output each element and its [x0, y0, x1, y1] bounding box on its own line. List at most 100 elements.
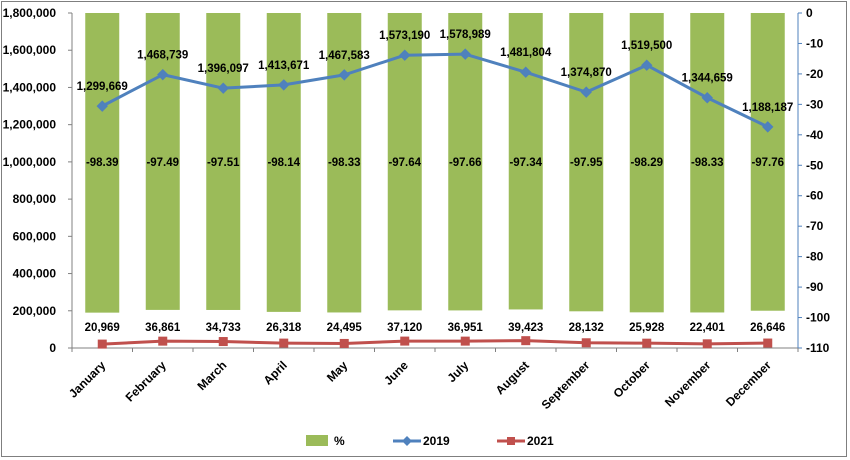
bar-value-label: -98.29 — [630, 157, 663, 169]
series-2019-marker — [96, 100, 108, 112]
bar-value-label: -98.33 — [691, 157, 724, 169]
series-2019-data-label: 1,188,187 — [742, 102, 793, 114]
right-tick-label: -50 — [806, 158, 824, 172]
bar-pct — [206, 13, 241, 310]
left-tick-label: 1,800,000 — [3, 6, 57, 20]
bar-value-label: -97.49 — [146, 157, 179, 169]
series-2021-data-label: 39,423 — [508, 322, 543, 334]
bar-value-label: -97.76 — [751, 157, 784, 169]
x-category-label: May — [324, 358, 351, 385]
series-2021-data-label: 36,861 — [145, 322, 181, 334]
x-category-label: April — [261, 358, 290, 387]
series-2019-marker — [217, 82, 229, 94]
series-2021-data-label: 22,401 — [690, 322, 726, 334]
bar-pct — [266, 13, 301, 312]
series-2021-marker — [581, 338, 591, 348]
bar-value-label: -97.66 — [449, 157, 482, 169]
series-2021-marker — [400, 336, 410, 346]
left-tick-label: 0 — [49, 341, 56, 355]
series-2021-data-label: 20,969 — [85, 322, 120, 334]
right-tick-label: -100 — [806, 311, 830, 325]
series-2019-marker — [762, 121, 774, 133]
series-2021-data-label: 26,646 — [750, 322, 785, 334]
series-2021-marker — [763, 338, 773, 348]
series-2019-data-label: 1,481,804 — [500, 47, 552, 59]
series-2019-data-label: 1,467,583 — [319, 50, 370, 62]
left-tick-label: 600,000 — [13, 229, 57, 243]
bar-value-label: -98.39 — [86, 157, 119, 169]
left-tick-label: 1,200,000 — [3, 118, 57, 132]
x-category-label: December — [723, 358, 774, 409]
series-2019-marker — [701, 92, 713, 104]
bar-pct — [750, 13, 785, 311]
x-category-label: August — [493, 358, 532, 397]
series-2019-marker — [157, 68, 169, 81]
series-2021-data-label: 37,120 — [387, 322, 422, 334]
left-tick-label: 800,000 — [13, 192, 57, 206]
series-2021-data-label: 28,132 — [569, 322, 604, 334]
series-2019-marker — [338, 69, 350, 81]
series-2019-marker — [641, 59, 653, 71]
series-2021-marker — [218, 337, 228, 347]
left-tick-label: 1,400,000 — [3, 80, 57, 94]
series-2019-data-label: 1,413,671 — [258, 60, 310, 72]
series-2019-data-label: 1,573,190 — [379, 30, 430, 42]
series-2019-data-label: 1,344,659 — [682, 73, 733, 85]
legend-swatch-pct — [306, 435, 328, 446]
right-tick-label: -60 — [806, 189, 824, 203]
series-2019-data-label: 1,374,870 — [561, 67, 612, 79]
series-2021-line — [102, 339, 768, 346]
right-tick-label: -80 — [806, 250, 824, 264]
series-2019-marker — [520, 66, 532, 78]
left-tick-label: 1,000,000 — [3, 155, 57, 169]
x-category-label: July — [444, 358, 471, 385]
right-tick-label: -30 — [806, 97, 824, 111]
series-2019-marker — [459, 48, 471, 60]
right-tick-label: -20 — [806, 67, 824, 81]
right-tick-label: 0 — [806, 6, 813, 20]
bar-pct — [690, 13, 725, 313]
series-2021-marker — [642, 338, 652, 348]
series-2021-marker — [521, 336, 531, 346]
x-category-label: October — [610, 358, 653, 401]
right-tick-label: -70 — [806, 219, 824, 233]
legend-label-pct: % — [334, 434, 345, 448]
legend-label-2021: 2021 — [527, 434, 554, 448]
legend-label-2019: 2019 — [423, 434, 450, 448]
series-2019-data-label: 1,468,739 — [137, 50, 188, 62]
bar-pct — [145, 13, 180, 310]
series-2021-marker — [279, 338, 289, 348]
legend-marker-2019 — [402, 436, 412, 446]
series-2021-data-label: 25,928 — [629, 322, 665, 334]
bar-pct — [508, 13, 543, 310]
x-category-label: January — [66, 358, 109, 401]
left-tick-label: 400,000 — [13, 267, 57, 281]
x-category-label: March — [194, 358, 229, 393]
bar-pct — [85, 13, 120, 313]
series-2021-marker — [702, 339, 712, 349]
series-2019-marker — [278, 79, 290, 91]
series-2019-data-label: 1,519,500 — [621, 40, 672, 52]
x-category-label: June — [381, 358, 411, 388]
x-category-label: November — [662, 358, 714, 410]
series-2021-marker — [339, 338, 349, 348]
right-tick-label: -10 — [806, 36, 824, 50]
series-2019-marker — [399, 49, 411, 61]
bar-pct — [327, 13, 362, 313]
bar-pct — [448, 13, 483, 311]
series-2019-marker — [580, 86, 592, 98]
bar-value-label: -98.33 — [328, 157, 361, 169]
bar-value-label: -97.64 — [388, 157, 421, 169]
series-2019-data-label: 1,578,989 — [440, 29, 491, 41]
right-tick-label: -110 — [806, 341, 830, 355]
series-2021-data-label: 26,318 — [266, 322, 302, 334]
series-2021-data-label: 36,951 — [448, 322, 484, 334]
series-2021-marker — [460, 336, 470, 346]
bar-pct — [387, 13, 422, 311]
left-tick-label: 1,600,000 — [3, 43, 57, 57]
series-2019-data-label: 1,396,097 — [198, 63, 249, 75]
bar-value-label: -97.34 — [509, 157, 542, 169]
bar-value-label: -97.95 — [570, 157, 603, 169]
